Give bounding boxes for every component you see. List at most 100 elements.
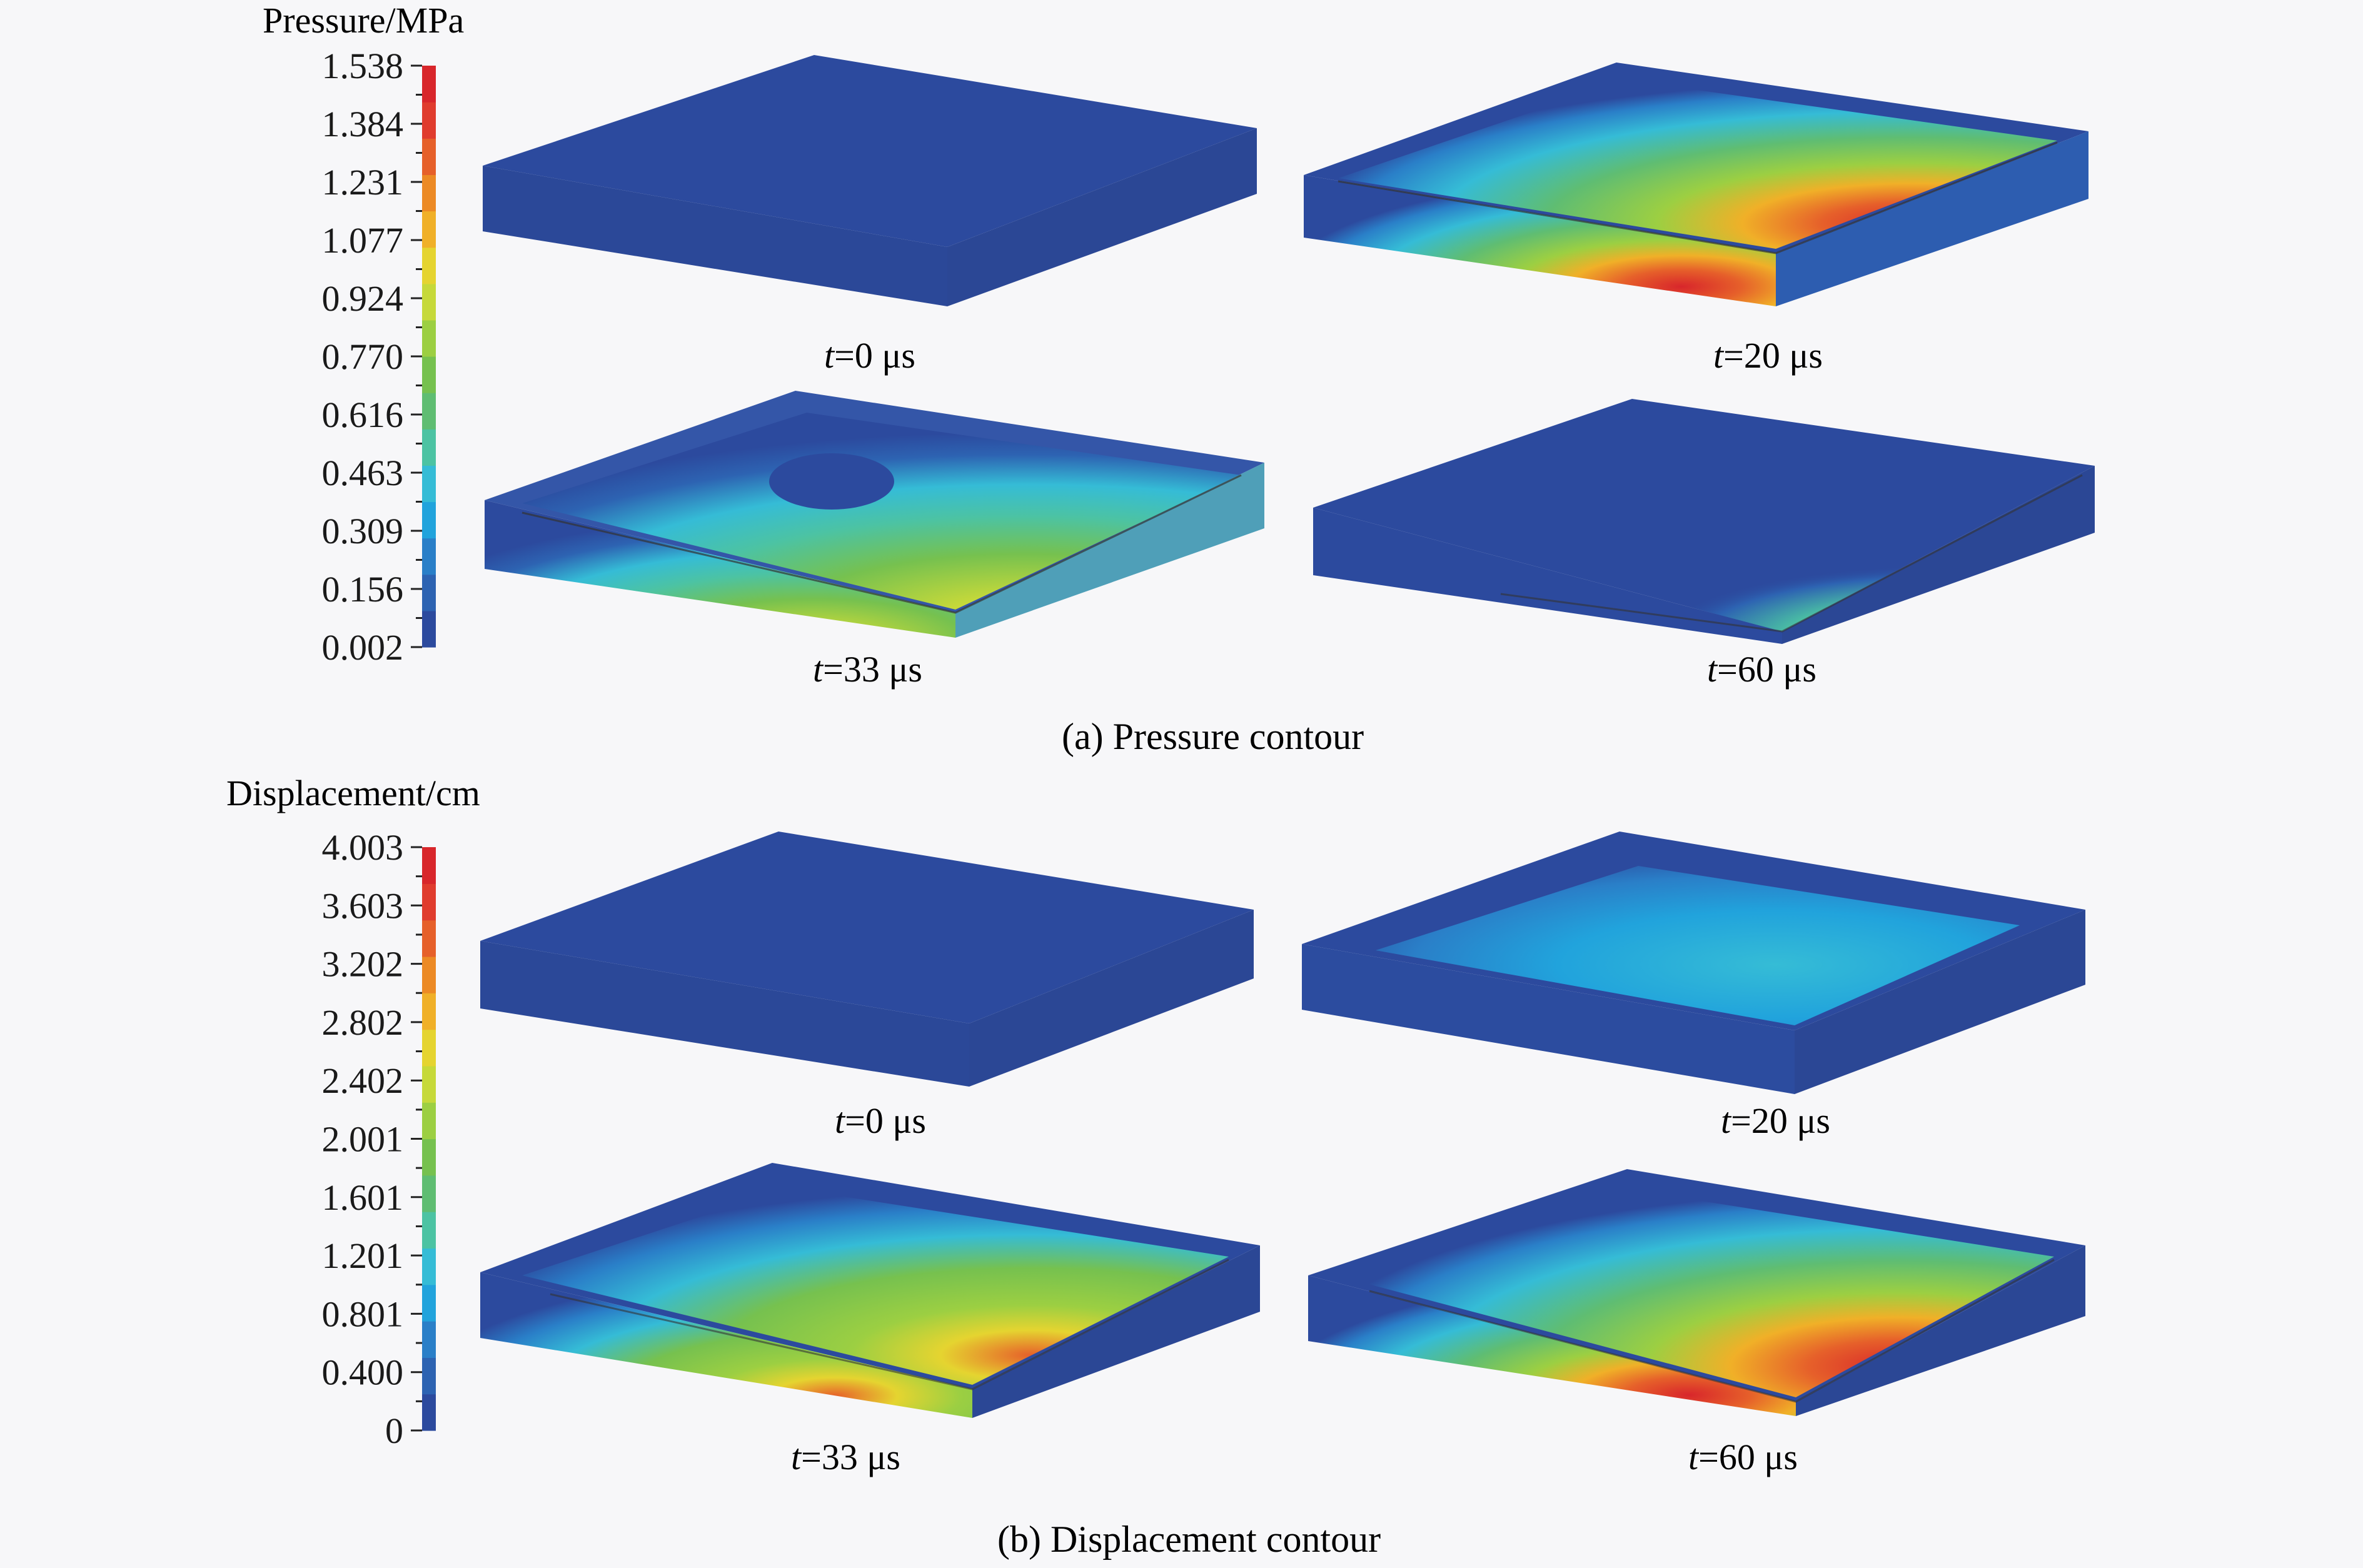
- displacement-legend-ticks: 4.003 3.603 3.202 2.802 2.402 2.001 1.601 1.201…: [322, 827, 422, 1451]
- pressure-colorbar-segment: [422, 538, 436, 575]
- displacement-colorbar-segment: [422, 1284, 436, 1322]
- pressure-tick-label: 1.384: [322, 104, 404, 144]
- displacement-colorbar-segment: [422, 1102, 436, 1140]
- slab-front: [485, 500, 955, 638]
- slab-edge: [1369, 1259, 2055, 1403]
- slab-top: [480, 832, 1254, 1023]
- slab-front: [1308, 1275, 1796, 1416]
- displacement-colorbar-segment: [422, 1248, 436, 1285]
- displacement-colorbar-segment: [422, 847, 436, 884]
- displacement-colorbar-segment: [422, 1029, 436, 1067]
- pressure-colorbar-segment: [422, 393, 436, 430]
- displacement-panel-t60: [1308, 1169, 2085, 1416]
- displacement-tick-label: 2.802: [322, 1002, 404, 1043]
- slab-side: [972, 1245, 1260, 1418]
- slab-edge: [1500, 474, 2083, 633]
- displacement-panel-t20: [1302, 832, 2085, 1094]
- displacement-tick-label: 0.801: [322, 1294, 404, 1334]
- slab-top: [1313, 399, 2095, 631]
- pressure-colorbar: [422, 66, 436, 648]
- pressure-colorbar-segment: [422, 429, 436, 466]
- displacement-colorbar-segment: [422, 1394, 436, 1431]
- displacement-label-t60: t=60 μs: [1688, 1437, 1798, 1477]
- pressure-tick-label: 0.156: [322, 569, 404, 610]
- pressure-tick-label: 1.077: [322, 220, 404, 261]
- displacement-tick-label: 0: [385, 1410, 403, 1451]
- pressure-colorbar-segment: [422, 501, 436, 539]
- pressure-colorbar-segment: [422, 574, 436, 611]
- pressure-colorbar-segment: [422, 102, 436, 139]
- slab-side: [969, 910, 1254, 1087]
- displacement-colorbar-segment: [422, 883, 436, 921]
- pressure-tick-label: 0.924: [322, 278, 404, 319]
- pressure-colorbar-segment: [422, 610, 436, 648]
- displacement-colorbar-segment: [422, 1065, 436, 1103]
- displacement-colorbar-segment: [422, 1212, 436, 1249]
- pressure-tick-label: 0.309: [322, 511, 404, 551]
- displacement-panel-t33: [480, 1163, 1260, 1418]
- pressure-colorbar-segment: [422, 66, 436, 103]
- displacement-label-t20: t=20 μs: [1721, 1100, 1830, 1141]
- displacement-legend-title: Displacement/cm: [226, 773, 480, 813]
- pressure-colorbar-segment: [422, 211, 436, 248]
- pressure-panel-t33: [485, 391, 1264, 638]
- displacement-colorbar-segment: [422, 956, 436, 993]
- pressure-legend-ticks: 1.538 1.384 1.231 1.077 0.924 0.770 0.616 0.463…: [322, 46, 422, 668]
- displacement-tick-label: 3.603: [322, 885, 404, 926]
- slab-front: [480, 941, 969, 1087]
- slab-side: [1776, 131, 2088, 306]
- slab-top-contour: [1376, 866, 2020, 1025]
- pressure-label-t0: t=0 μs: [824, 335, 915, 376]
- displacement-colorbar-segment: [422, 993, 436, 1030]
- low-pressure-spot: [769, 453, 894, 510]
- pressure-caption: (a) Pressure contour: [1062, 716, 1364, 757]
- slab-edge: [1338, 141, 2058, 254]
- slab-top-contour: [522, 1188, 1229, 1385]
- pressure-label-t20: t=20 μs: [1713, 335, 1823, 376]
- displacement-label-t33: t=33 μs: [791, 1437, 900, 1477]
- slab-side: [1796, 1245, 2085, 1416]
- displacement-section: Displacement/cm 4.003 3.603 3.202 2.802 2.40…: [226, 773, 2085, 1560]
- displacement-colorbar-segment: [422, 1138, 436, 1176]
- pressure-tick-label: 0.616: [322, 395, 404, 435]
- displacement-colorbar-segment: [422, 1357, 436, 1395]
- displacement-panel-t0: [480, 832, 1254, 1087]
- displacement-colorbar-segment: [422, 1321, 436, 1358]
- pressure-colorbar-segment: [422, 138, 436, 175]
- slab-front: [483, 166, 947, 306]
- displacement-label-t0: t=0 μs: [835, 1100, 926, 1141]
- pressure-label-t33: t=33 μs: [813, 649, 922, 690]
- displacement-tick-label: 0.400: [322, 1352, 404, 1393]
- displacement-colorbar: [422, 847, 436, 1431]
- pressure-tick-label: 1.231: [322, 162, 404, 203]
- pressure-label-t60: t=60 μs: [1707, 649, 1816, 690]
- pressure-tick-label: 0.770: [322, 336, 404, 377]
- slab-side: [947, 128, 1257, 306]
- displacement-tick-label: 2.001: [322, 1119, 404, 1160]
- pressure-colorbar-segment: [422, 247, 436, 284]
- pressure-colorbar-segment: [422, 283, 436, 321]
- pressure-panel-t20: [1304, 63, 2088, 306]
- slab-front: [1302, 944, 1795, 1094]
- slab-top-contour: [1338, 80, 2057, 249]
- displacement-tick-label: 1.201: [322, 1235, 404, 1276]
- pressure-panel-t0: [483, 55, 1257, 306]
- displacement-colorbar-segment: [422, 1175, 436, 1212]
- slab-front: [480, 1272, 972, 1418]
- displacement-tick-label: 2.402: [322, 1060, 404, 1101]
- pressure-panel-t60: [1313, 399, 2095, 644]
- displacement-tick-label: 3.202: [322, 944, 404, 985]
- pressure-colorbar-segment: [422, 356, 436, 393]
- slab-side: [955, 463, 1264, 638]
- pressure-section: Pressure/MPa 1.538 1.384 1.231 1.077 0.924 0.…: [263, 0, 2095, 757]
- slab-top-contour: [1348, 1191, 2054, 1397]
- displacement-colorbar-segment: [422, 920, 436, 957]
- displacement-tick-label: 1.601: [322, 1177, 404, 1218]
- pressure-colorbar-segment: [422, 174, 436, 212]
- slab-side: [1795, 910, 2085, 1094]
- pressure-tick-label: 1.538: [322, 46, 404, 86]
- pressure-colorbar-segment: [422, 319, 436, 357]
- slab-top: [483, 55, 1257, 247]
